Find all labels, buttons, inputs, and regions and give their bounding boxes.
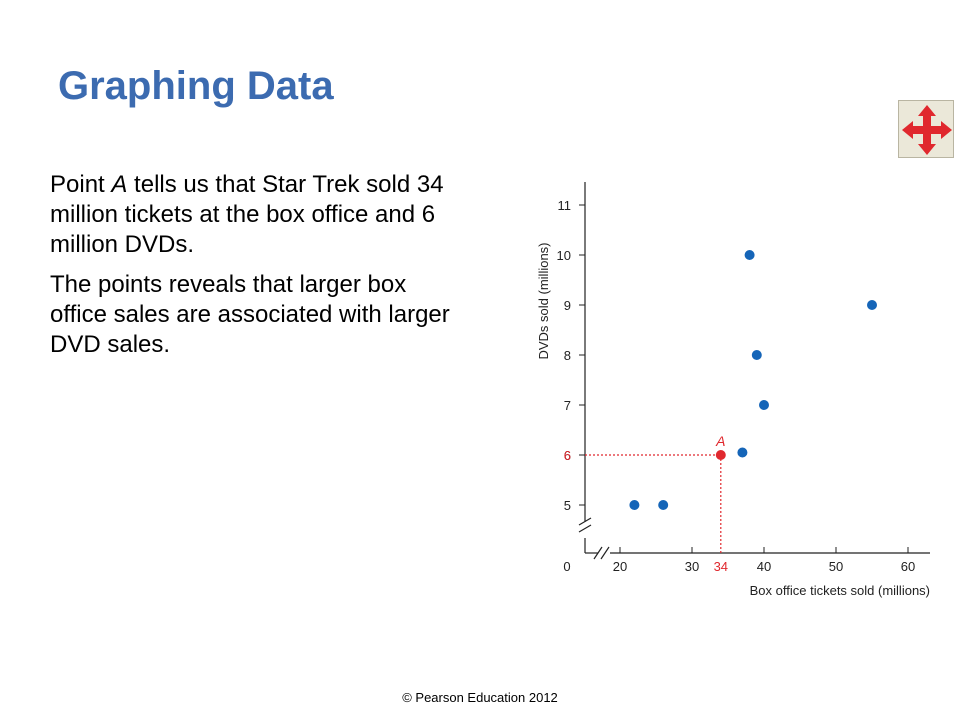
x-tick-label: 30 <box>685 559 699 574</box>
data-point <box>658 500 669 510</box>
slide-title: Graphing Data <box>58 64 334 108</box>
move-arrows-button[interactable] <box>898 100 954 158</box>
body-text: Point A tells us that Star Trek sold 34 … <box>50 170 460 370</box>
y-axis-break-mark <box>578 517 592 526</box>
data-point <box>629 500 640 510</box>
paragraph-association: The points reveals that larger box offic… <box>50 271 450 358</box>
y-tick-label: 8 <box>564 348 571 363</box>
move-arrows-icon <box>902 105 952 155</box>
copyright-footer: © Pearson Education 2012 <box>402 690 558 705</box>
y-tick-label: 10 <box>557 248 571 263</box>
x-tick-label: 50 <box>829 559 843 574</box>
data-point <box>759 400 769 410</box>
y-tick-label: 7 <box>564 398 571 413</box>
data-point <box>744 250 755 260</box>
y-tick-label: 9 <box>564 298 571 313</box>
scatter-chart: 5 6 7 8 9 10 11 20 30 40 50 60 0 34 6 A Box office ticke… <box>500 170 950 610</box>
data-point <box>867 300 877 310</box>
y-tick-label: 11 <box>558 198 572 213</box>
x-tick-label: 20 <box>613 559 627 574</box>
y-axis-title: DVDs sold (millions) <box>536 242 551 359</box>
y-tick-label: 5 <box>564 498 571 513</box>
x-tick-label: 40 <box>757 559 771 574</box>
x-axis-break-mark <box>600 546 610 560</box>
x-axis-break-mark <box>593 546 603 560</box>
data-point <box>751 350 762 360</box>
point-a-label: A <box>715 433 725 449</box>
paragraph-point-a: Point A tells us that Star Trek sold 34 … <box>50 171 444 258</box>
point-a-label: A <box>111 171 128 198</box>
y-tick-label: 6 <box>564 448 571 463</box>
origin-label: 0 <box>563 559 570 574</box>
highlight-x-label: 34 <box>714 559 728 574</box>
highlight-y-label: 6 <box>564 448 571 463</box>
point-a-marker <box>715 450 726 460</box>
x-axis-title: Box office tickets sold (millions) <box>750 583 930 598</box>
data-point <box>737 447 748 458</box>
y-axis-break-mark <box>578 524 592 533</box>
x-tick-label: 60 <box>901 559 915 574</box>
